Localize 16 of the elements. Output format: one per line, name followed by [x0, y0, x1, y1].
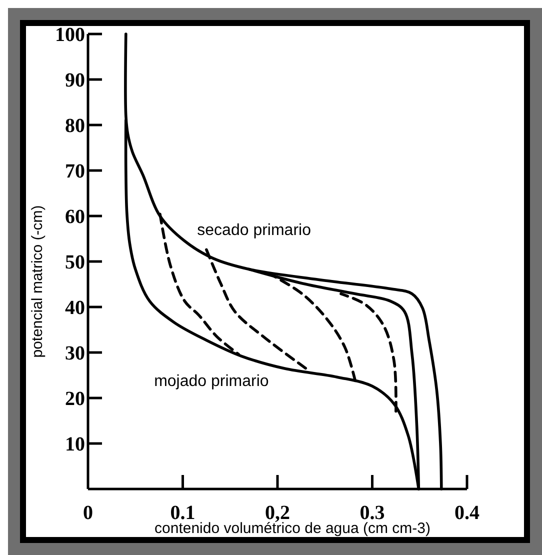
- y-tick-label: 30: [65, 342, 85, 364]
- y-tick-label: 20: [65, 388, 85, 410]
- y-tick-label: 90: [65, 70, 85, 92]
- series-label: mojado primario: [154, 373, 269, 390]
- y-tick-label: 40: [65, 297, 85, 319]
- y-tick-label: 60: [65, 206, 85, 228]
- y-tick-label: 50: [65, 252, 85, 274]
- x-tick-label: 0.4: [454, 502, 480, 524]
- y-tick-label: 10: [65, 434, 85, 456]
- series-label: secado primario: [197, 222, 312, 240]
- y-tick-label: 80: [65, 115, 85, 137]
- y-axis-title: potencial matrico (-cm): [29, 205, 46, 358]
- y-tick-label: 100: [55, 24, 85, 46]
- x-tick-label: 0: [83, 502, 93, 524]
- x-tick-label: 0.1: [170, 502, 196, 524]
- y-tick-label: 70: [65, 160, 85, 182]
